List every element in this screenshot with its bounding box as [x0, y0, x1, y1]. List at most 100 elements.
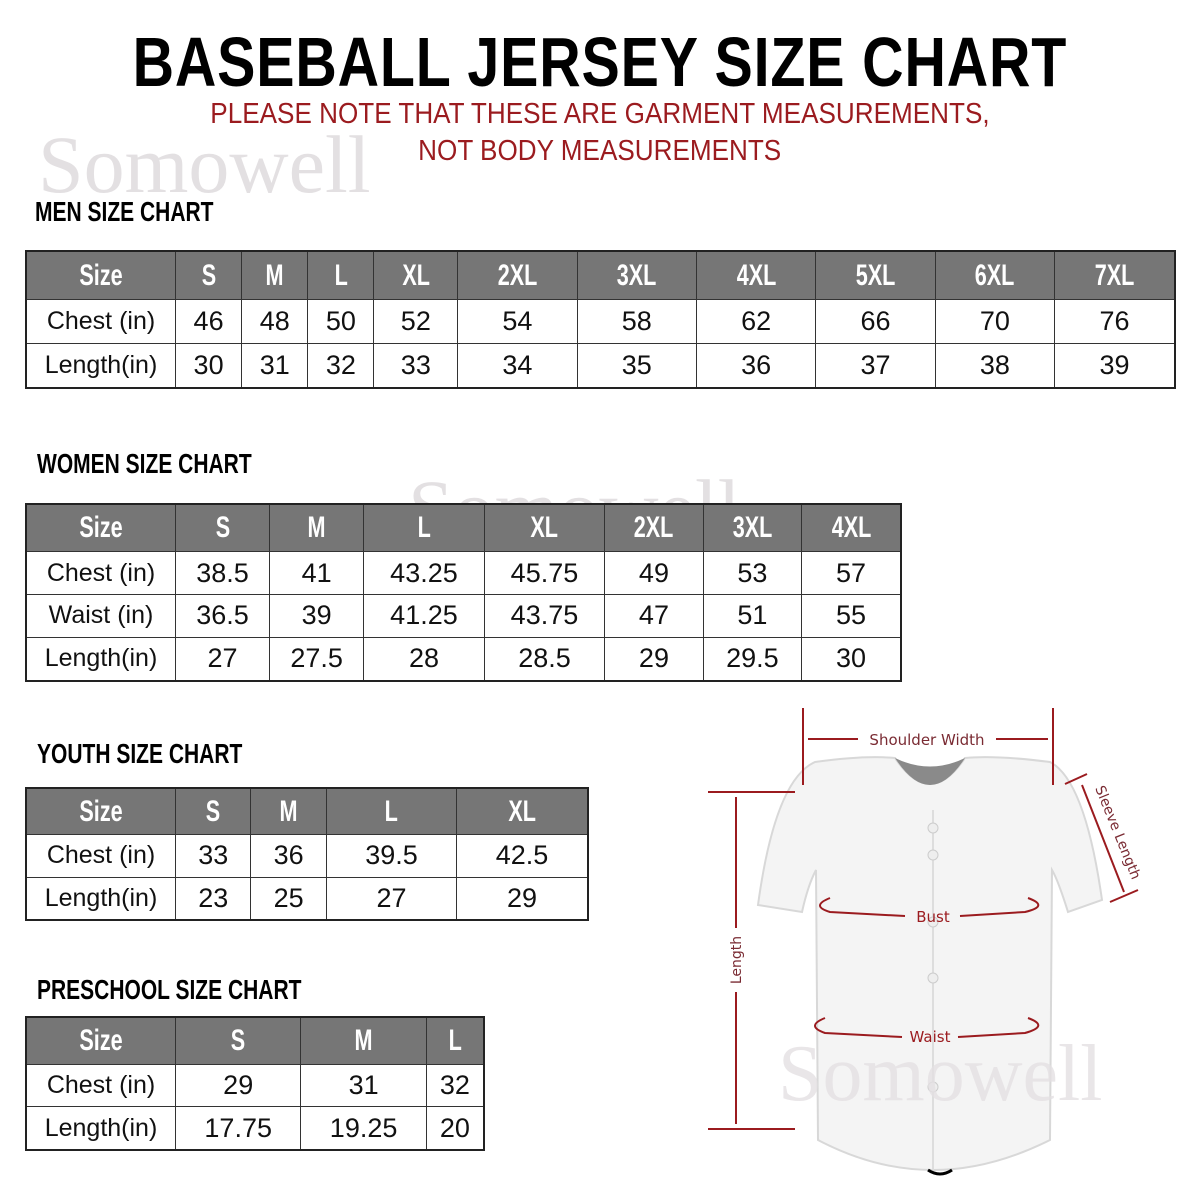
table-cell: 58 [576, 299, 697, 344]
table-cell: 36 [250, 834, 327, 878]
table-cell: 57 [801, 551, 902, 595]
youth-heading: YOUTH SIZE CHART [37, 738, 243, 769]
column-header: 3XL [576, 250, 697, 301]
men-heading: MEN SIZE CHART [35, 196, 214, 227]
column-header: 5XL [815, 250, 936, 301]
row-label: Waist (in) [25, 594, 176, 638]
table-cell: 25 [250, 876, 327, 921]
jersey-illustration [756, 756, 1104, 1176]
table-cell: 43.25 [363, 551, 485, 595]
page-title: BASEBALL JERSEY SIZE CHART [132, 23, 1068, 101]
table-cell: 33 [174, 834, 252, 878]
table-cell: 43.75 [483, 594, 606, 638]
table-header-row: Size S M L XL 2XL 3XL 4XL 5XL 6XL 7XL [25, 250, 1176, 301]
table-row: Chest (in) 33 36 39.5 42.5 [25, 834, 589, 878]
column-header: M [300, 1016, 427, 1065]
women-heading: WOMEN SIZE CHART [37, 448, 252, 479]
table-cell: 42.5 [456, 834, 589, 878]
row-label: Chest (in) [25, 299, 176, 344]
table-cell: 33 [373, 342, 459, 389]
table-row: Length(in) 17.75 19.25 20 [25, 1106, 485, 1151]
table-cell: 52 [373, 299, 459, 344]
column-header: S [174, 1016, 302, 1065]
column-header: 2XL [604, 503, 704, 553]
column-header: 3XL [702, 503, 803, 553]
preschool-size-table: Size S M L Chest (in) 29 31 32 Length(in) 17.75 19… [25, 1016, 485, 1151]
table-cell: 70 [934, 299, 1056, 344]
bust-label: Bust [916, 908, 950, 926]
column-header-text: Size [79, 258, 123, 292]
youth-size-table: Size S M L XL Chest (in) 33 36 39.5 42.5 Length(in… [25, 787, 589, 921]
measurement-lines [708, 708, 1139, 1130]
table-cell: 55 [801, 594, 902, 638]
table-cell: 27.5 [269, 636, 365, 682]
column-header-text: XL [508, 794, 536, 828]
column-header: Size [25, 787, 176, 836]
table-cell: 66 [815, 299, 936, 344]
row-label: Length(in) [25, 342, 176, 389]
row-label: Chest (in) [25, 1063, 176, 1108]
column-header: Size [25, 503, 176, 553]
table-cell: 49 [604, 551, 704, 595]
row-label: Chest (in) [25, 834, 176, 878]
column-header-text: S [206, 794, 221, 828]
table-cell: 30 [174, 342, 243, 389]
table-cell: 54 [457, 299, 578, 344]
column-header-text: S [201, 258, 216, 292]
row-label: Chest (in) [25, 551, 176, 595]
table-cell: 37 [815, 342, 936, 389]
table-row: Waist (in) 36.5 39 41.25 43.75 47 51 55 [25, 594, 902, 638]
column-header: L [325, 787, 458, 836]
column-header-text: L [384, 794, 399, 828]
table-row: Length(in) 30 31 32 33 34 35 36 37 38 39 [25, 342, 1176, 389]
table-cell: 32 [425, 1063, 485, 1108]
table-cell: 39.5 [325, 834, 458, 878]
table-cell: 28 [363, 636, 485, 682]
column-header: S [174, 503, 271, 553]
table-cell: 47 [604, 594, 704, 638]
table-cell: 38.5 [174, 551, 271, 595]
table-cell: 51 [702, 594, 803, 638]
table-cell: 62 [695, 299, 817, 344]
table-cell: 35 [576, 342, 697, 389]
table-cell: 45.75 [483, 551, 606, 595]
table-cell: 19.25 [300, 1106, 427, 1151]
column-header-text: L [448, 1023, 462, 1057]
table-cell: 23 [174, 876, 252, 921]
table-row: Chest (in) 29 31 32 [25, 1063, 485, 1108]
column-header-text: XL [530, 511, 559, 545]
table-cell: 46 [174, 299, 243, 344]
column-header-text: XL [402, 258, 430, 292]
table-cell: 39 [269, 594, 365, 638]
column-header-text: 2XL [497, 258, 538, 292]
table-cell: 36 [695, 342, 817, 389]
watermark-logo: Somowell [778, 1030, 1102, 1118]
column-header-text: M [265, 258, 284, 292]
column-header-text: Size [79, 511, 123, 545]
table-cell: 38 [934, 342, 1056, 389]
column-header-text: L [334, 258, 348, 292]
table-cell: 28.5 [483, 636, 606, 682]
column-header-text: 3XL [616, 258, 657, 292]
table-cell: 41 [269, 551, 365, 595]
row-label: Length(in) [25, 636, 176, 682]
table-cell: 39 [1054, 342, 1176, 389]
column-header: XL [373, 250, 459, 301]
column-header: 6XL [934, 250, 1056, 301]
women-size-table: Size S M L XL 2XL 3XL 4XL Chest (in) 38.5 41 43.25 4… [25, 503, 902, 682]
table-row: Length(in) 27 27.5 28 28.5 29 29.5 30 [25, 636, 902, 682]
column-header-text: S [215, 511, 230, 545]
column-header-text: M [279, 794, 298, 828]
column-header-text: 2XL [634, 511, 674, 545]
column-header: Size [25, 1016, 176, 1065]
waist-label: Waist [910, 1028, 951, 1046]
length-label: Length [729, 936, 745, 984]
table-cell: 36.5 [174, 594, 271, 638]
column-header-text: M [307, 511, 326, 545]
column-header-text: 7XL [1094, 258, 1135, 292]
column-header-text: 4XL [831, 511, 871, 545]
table-cell: 17.75 [174, 1106, 302, 1151]
column-header-text: Size [79, 1023, 123, 1057]
column-header: L [307, 250, 375, 301]
table-cell: 32 [307, 342, 375, 389]
